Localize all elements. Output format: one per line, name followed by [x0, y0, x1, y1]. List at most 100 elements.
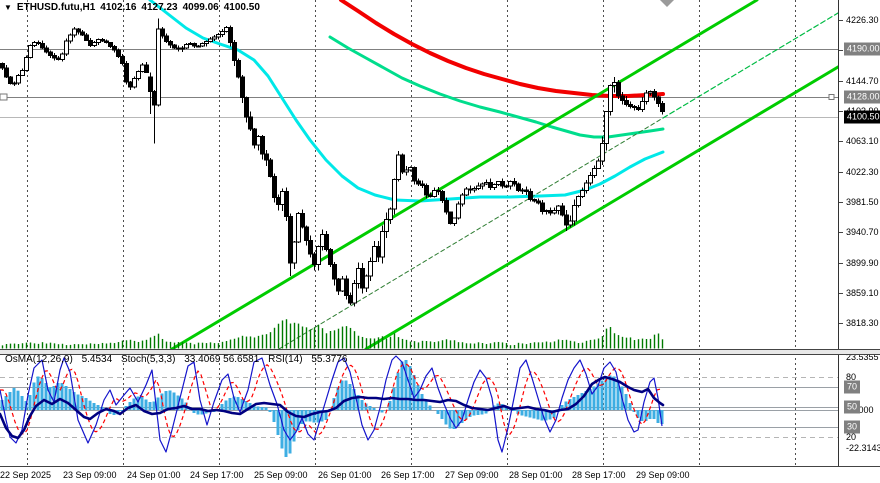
osma-bar [580, 393, 584, 410]
osma-bar [388, 401, 392, 410]
candle-bullish [484, 181, 489, 185]
candle-bullish [508, 181, 513, 187]
candle-bullish [384, 219, 389, 233]
candle-bearish [80, 31, 85, 36]
panel-level-label: 50 [844, 400, 861, 414]
osma-bar [652, 410, 656, 419]
candle-bearish [44, 47, 49, 53]
osma-bar [16, 390, 20, 410]
osma-bar [336, 387, 340, 410]
time-axis-label: 28 Sep 17:00 [572, 470, 626, 480]
candle-bearish [268, 159, 273, 177]
candle-bearish [48, 51, 53, 57]
candle-bearish [232, 42, 237, 61]
price-tick-label: 3899.90 [846, 258, 879, 268]
candle-bearish [540, 202, 545, 212]
osma-label: OsMA(12,26,9) [5, 354, 73, 365]
candle-bullish [280, 190, 285, 206]
candle-bearish [564, 214, 569, 226]
stoch-signal-line [0, 362, 661, 438]
candle-bullish [604, 111, 609, 145]
osma-bar [276, 410, 280, 435]
osma-bar [440, 410, 444, 419]
price-tick-label: 3859.10 [846, 288, 879, 298]
channel-median-projection [662, 12, 838, 119]
osma-bar [172, 392, 176, 410]
osma-bar [424, 401, 428, 410]
candle-bearish [348, 295, 353, 304]
candle-bearish [104, 40, 109, 44]
osma-bar [148, 402, 152, 410]
candle-bearish [328, 248, 333, 265]
osma-bar [156, 397, 160, 410]
level-line-left-handle[interactable] [0, 93, 8, 101]
osma-bar [588, 389, 592, 410]
candle-bearish [424, 184, 429, 196]
price-tick-label: 4226.30 [846, 15, 879, 25]
candle-bullish [396, 154, 401, 180]
osma-bar [464, 410, 468, 420]
candle-bullish [364, 275, 369, 289]
ohlc-open-value: 4102.16 [100, 2, 137, 13]
osma-bar [0, 400, 4, 410]
osma-bar [268, 410, 272, 412]
candle-bullish [612, 82, 617, 87]
candle-bullish [572, 204, 577, 222]
osma-bar [608, 375, 612, 410]
time-axis[interactable]: 22 Sep 2025 23 Sep 09:00 24 Sep 01:00 24 Se… [0, 469, 880, 483]
level-price-label[interactable]: 4128.00 [844, 90, 880, 104]
price-axis[interactable]: 4226.304185.504144.704103.904063.104022.… [838, 0, 880, 467]
osma-bar [100, 407, 104, 410]
time-axis-label: 25 Sep 09:00 [254, 470, 308, 480]
osma-bar [648, 410, 652, 419]
candle-bearish [108, 42, 113, 47]
osma-bar [632, 410, 636, 412]
osma-bar [660, 410, 664, 424]
price-tick-mark [839, 141, 843, 142]
candle-bearish [144, 64, 149, 73]
level-price-label[interactable]: 4190.00 [844, 42, 880, 56]
candle-bullish [16, 74, 21, 84]
symbol-dropdown-icon[interactable]: ▼ [4, 2, 12, 12]
osma-bar [416, 385, 420, 410]
osma-bar [232, 396, 236, 410]
osma-bar [144, 399, 148, 410]
candle-bullish [132, 77, 137, 88]
osma-bar [68, 389, 72, 410]
main-price-chart[interactable] [0, 0, 838, 350]
osma-bar [372, 408, 376, 410]
osma-bar [96, 405, 100, 410]
candle-bearish [168, 40, 173, 46]
candle-bullish [64, 40, 69, 55]
panel-level-label: 20 [846, 432, 857, 442]
osma-bar [224, 400, 228, 410]
candle-bearish [244, 97, 249, 118]
candle-bullish [204, 40, 209, 45]
candle-bearish [376, 245, 381, 258]
osma-bar [568, 399, 572, 410]
candle-bearish [360, 268, 365, 289]
panel-splitter-handle[interactable] [0, 349, 880, 355]
level-line-right-handle[interactable] [828, 94, 835, 100]
symbol-period-label: ETHUSD.futu,H1 [16, 2, 96, 13]
candle-bearish [500, 181, 505, 187]
candle-bearish [236, 59, 241, 78]
osma-bar [444, 410, 448, 425]
osma-bar [644, 410, 648, 421]
candle-bearish [636, 106, 641, 111]
osma-bar [540, 410, 544, 421]
rsi-line [0, 375, 665, 440]
osma-bar [316, 410, 320, 423]
candle-bullish [32, 42, 37, 47]
osma-bar [656, 410, 660, 423]
candle-bullish [200, 43, 205, 47]
panel-level-label: 23.5355 [846, 352, 879, 362]
candle-bullish [472, 187, 477, 191]
oscillator-panel[interactable] [0, 353, 838, 466]
osma-bar [544, 410, 548, 421]
channel-lower [364, 65, 838, 350]
chart-shift-marker-icon[interactable] [660, 0, 674, 7]
osma-bar [48, 387, 52, 410]
price-tick-label: 4144.70 [846, 76, 879, 86]
osma-bar [616, 380, 620, 410]
